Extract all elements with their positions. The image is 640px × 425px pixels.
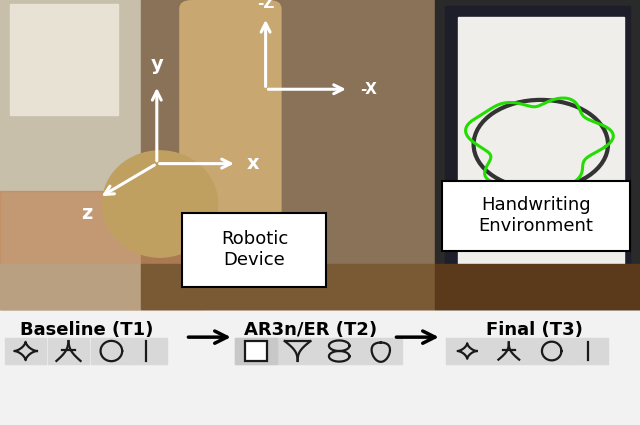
Bar — [0, 264, 141, 309]
Bar — [141, 264, 435, 309]
Text: -Z: -Z — [257, 0, 275, 11]
Text: -X: -X — [360, 82, 376, 97]
Text: AR3n/ER (T2): AR3n/ER (T2) — [244, 320, 377, 339]
Bar — [447, 338, 488, 364]
Bar — [435, 0, 640, 309]
Bar — [488, 338, 530, 364]
Ellipse shape — [102, 151, 218, 257]
Bar — [319, 338, 360, 364]
Bar — [445, 6, 630, 300]
Bar — [0, 272, 640, 309]
Text: z: z — [81, 204, 92, 223]
Text: Robotic
Device: Robotic Device — [221, 230, 288, 269]
Bar — [0, 191, 205, 309]
Bar — [531, 338, 573, 364]
Text: Baseline (T1): Baseline (T1) — [20, 320, 153, 339]
Bar — [47, 338, 90, 364]
Bar — [277, 338, 319, 364]
Bar — [458, 17, 624, 289]
Bar — [236, 338, 277, 364]
Bar — [236, 338, 277, 364]
Text: y: y — [150, 55, 163, 74]
Bar — [141, 0, 435, 309]
Bar — [567, 338, 609, 364]
Bar — [125, 338, 166, 364]
FancyBboxPatch shape — [179, 0, 282, 221]
Bar — [5, 338, 46, 364]
Bar — [0, 0, 141, 309]
Bar — [10, 4, 118, 115]
Text: Handwriting
Environment: Handwriting Environment — [479, 196, 593, 235]
Bar — [435, 264, 640, 309]
Bar — [0, 309, 640, 425]
Bar — [245, 341, 267, 361]
FancyBboxPatch shape — [442, 181, 630, 251]
Bar — [91, 338, 132, 364]
FancyBboxPatch shape — [182, 212, 326, 287]
Text: x: x — [246, 154, 259, 173]
Text: Final (T3): Final (T3) — [486, 320, 583, 339]
Bar — [360, 338, 402, 364]
